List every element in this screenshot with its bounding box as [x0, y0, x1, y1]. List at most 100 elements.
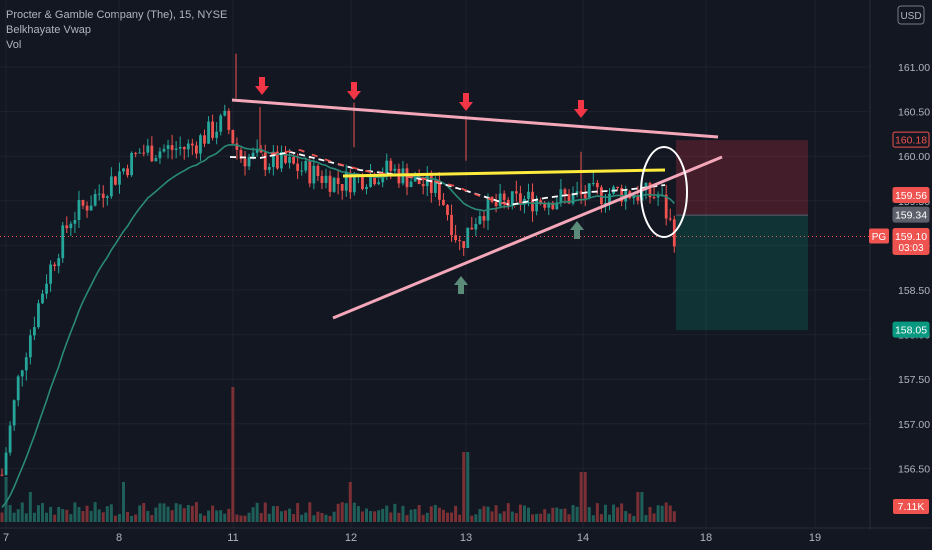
- candle-body: [271, 151, 275, 168]
- volume-bar: [267, 513, 271, 522]
- y-tick-label: 160.00: [898, 151, 930, 163]
- volume-bar: [672, 511, 676, 522]
- volume-bar: [215, 510, 219, 522]
- candle-body: [150, 145, 154, 162]
- volume-bar: [365, 508, 368, 522]
- candle-body: [97, 193, 101, 195]
- target-zone: [676, 215, 808, 331]
- volume-bar: [49, 506, 53, 522]
- volume-bar: [316, 511, 320, 522]
- volume-bar: [555, 507, 559, 522]
- volume-bar: [332, 511, 336, 522]
- candle-body: [154, 158, 158, 162]
- volume-bar: [24, 513, 28, 522]
- candle-body: [280, 152, 283, 169]
- candle-body: [276, 151, 279, 169]
- volume-bar: [608, 514, 611, 522]
- candle-body: [101, 193, 105, 198]
- volume-bar: [636, 492, 640, 522]
- volume-bar: [433, 504, 437, 522]
- volume-bar: [551, 507, 555, 522]
- candle-body: [235, 143, 239, 150]
- volume-bar: [454, 505, 458, 522]
- x-tick-label: 12: [345, 532, 357, 544]
- time-axis[interactable]: 7 8 11 12 13 14 18 19: [0, 527, 932, 544]
- red-down-arrow: [255, 77, 269, 95]
- volume-bar: [109, 504, 113, 522]
- volume-bar: [223, 513, 227, 522]
- candle-body: [450, 214, 453, 236]
- volume-bar: [458, 514, 462, 522]
- candle-body: [535, 200, 538, 212]
- volume-bar: [441, 509, 445, 522]
- volume-bar: [405, 515, 409, 522]
- volume-bar: [563, 508, 567, 522]
- candle-body: [8, 425, 12, 453]
- candle-body: [16, 376, 20, 401]
- candle-body: [352, 175, 356, 193]
- candle-body: [300, 170, 304, 172]
- volume-bar: [344, 503, 348, 522]
- price-label-neutral: 159.34: [892, 206, 930, 223]
- candle-body: [182, 147, 186, 150]
- candle-body: [118, 171, 121, 185]
- candle-body: [320, 176, 324, 183]
- candle-body: [77, 199, 81, 221]
- lower-trendline: [332, 155, 723, 320]
- candle-body: [636, 195, 640, 201]
- candle-body: [0, 474, 4, 476]
- drawings[interactable]: [0, 77, 870, 331]
- candle-body: [162, 148, 166, 152]
- candle-body: [308, 161, 312, 184]
- candle-body: [547, 202, 551, 208]
- volume-bar: [377, 510, 381, 522]
- candle-body: [53, 264, 57, 267]
- candle-body: [506, 199, 510, 207]
- volume-bar: [616, 507, 620, 522]
- volume-bar: [413, 509, 417, 522]
- candle-body: [498, 193, 502, 207]
- volume-bar: [142, 502, 146, 522]
- volume-bars: [0, 387, 676, 522]
- candle-body: [587, 183, 591, 199]
- volume-bar: [603, 504, 607, 522]
- currency-badge: [897, 5, 925, 25]
- volume-bar: [510, 511, 514, 522]
- volume-bar: [36, 505, 40, 522]
- volume-bar: [393, 503, 397, 522]
- candle-body: [474, 223, 478, 230]
- price-axis[interactable]: USD156.50157.00157.50158.00158.50159.001…: [869, 0, 932, 550]
- upper-trendline: [231, 98, 719, 139]
- candle-body: [652, 197, 656, 199]
- indicator-label[interactable]: Belkhayate Vwap: [6, 24, 91, 36]
- candle-body: [89, 205, 93, 211]
- price-label-text: 159.56: [895, 190, 927, 202]
- candle-body: [595, 182, 599, 188]
- candle-body: [126, 168, 129, 176]
- candle-body: [186, 143, 190, 150]
- candle-body: [174, 148, 178, 150]
- volume-bar: [28, 492, 32, 522]
- symbol-title[interactable]: Procter & Gamble Company (The), 15, NYSE: [6, 9, 228, 21]
- volume-bar: [146, 510, 150, 522]
- svg-text:7.11K: 7.11K: [898, 501, 925, 513]
- volume-bar: [522, 505, 526, 522]
- candle-body: [373, 174, 376, 185]
- volume-bar: [162, 503, 166, 522]
- candle-body: [312, 165, 316, 184]
- volume-bar: [69, 514, 73, 522]
- volume-bar: [401, 505, 405, 522]
- candle-body: [134, 152, 138, 154]
- volume-label[interactable]: Vol: [6, 39, 22, 51]
- volume-bar: [251, 507, 255, 522]
- volume-bar: [101, 512, 105, 522]
- candle-body: [85, 205, 89, 211]
- candle-body: [158, 151, 162, 159]
- volume-bar: [203, 515, 206, 522]
- candle-body: [478, 216, 482, 224]
- volume-bar: [421, 514, 425, 522]
- candle-body: [527, 191, 530, 199]
- volume-bar: [660, 505, 664, 522]
- volume-bar: [502, 511, 506, 522]
